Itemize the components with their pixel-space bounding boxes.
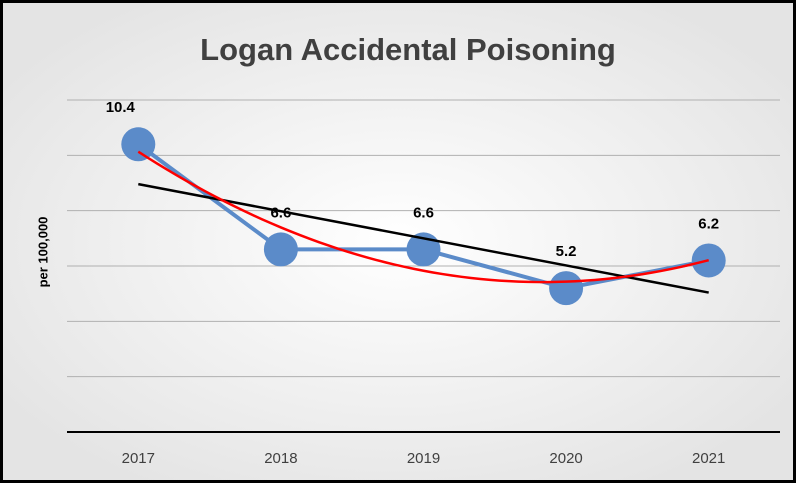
marker	[549, 271, 584, 306]
data-label: 6.6	[413, 204, 434, 221]
marker	[263, 232, 298, 267]
data-label: 6.6	[270, 204, 291, 221]
x-tick-label: 2021	[692, 450, 725, 467]
x-tick-label: 2018	[264, 450, 297, 467]
trendline	[138, 182, 709, 294]
y-axis-label: per 100,000	[35, 217, 50, 288]
trendline	[137, 150, 710, 284]
x-tick-label: 2020	[549, 450, 582, 467]
data-label: 10.4	[106, 99, 136, 116]
x-tick-label: 2019	[407, 450, 440, 467]
data-label: 6.2	[698, 215, 719, 232]
marker	[121, 127, 156, 162]
x-tick-label: 2017	[122, 450, 155, 467]
chart-title: Logan Accidental Poisoning	[200, 32, 616, 67]
data-label: 5.2	[556, 243, 577, 260]
